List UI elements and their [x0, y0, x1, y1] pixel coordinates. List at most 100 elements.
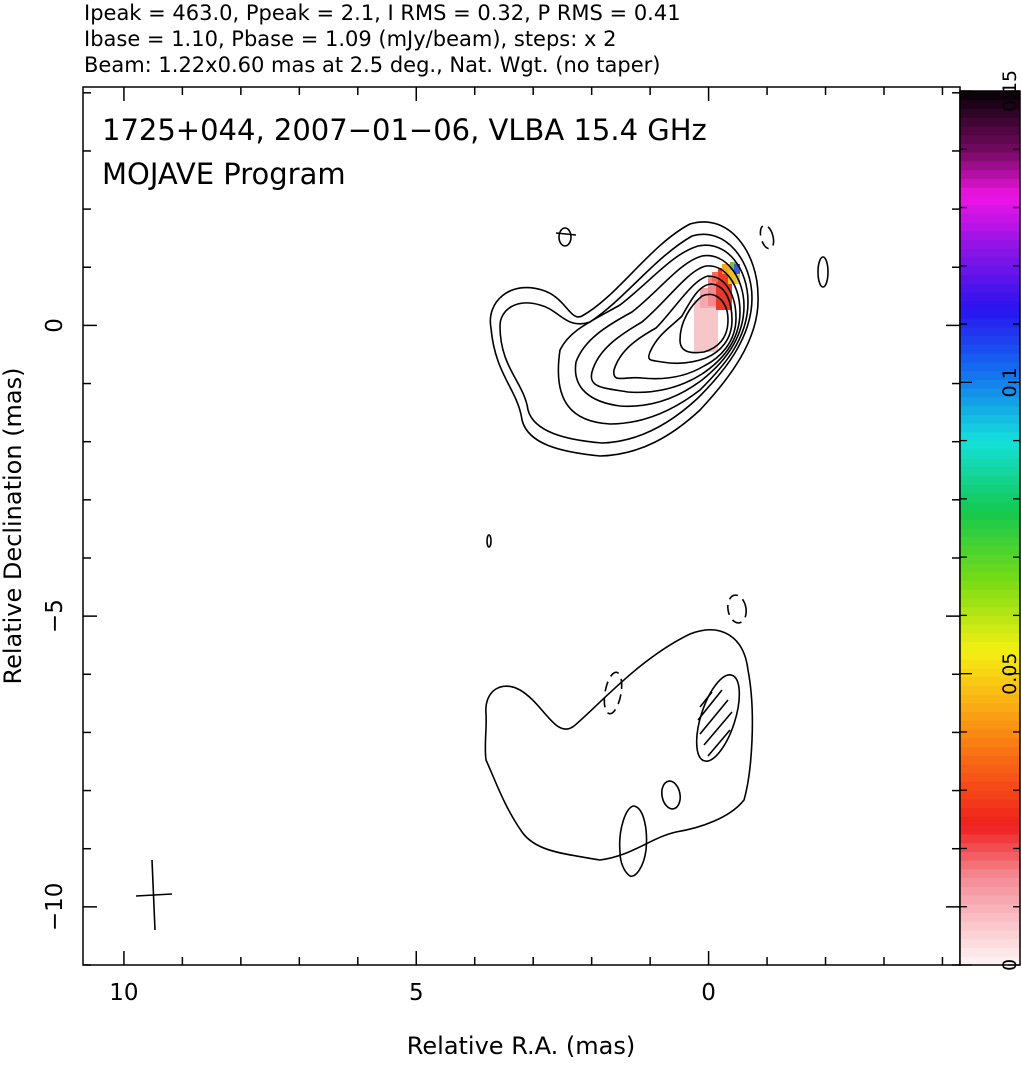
x-tick-label: 5 — [409, 980, 424, 1006]
colorbar-strip — [960, 694, 1020, 704]
colorbar-strip — [960, 169, 1020, 179]
colorbar-strip — [960, 667, 1020, 678]
colorbar-strip — [960, 493, 1020, 503]
colorbar-strip — [960, 895, 1020, 905]
colorbar-strip — [960, 318, 1020, 328]
core-jet-contours — [489, 221, 759, 457]
colorbar-strip — [960, 230, 1020, 241]
colorbar-strip — [960, 125, 1020, 136]
colorbar-strip — [960, 108, 1020, 118]
colorbar-strip — [960, 589, 1020, 599]
southern-component-contours — [484, 629, 754, 877]
colorbar-tick-label: 0.05 — [999, 653, 1021, 695]
plot-title-source: 1725+044, 2007−01−06, VLBA 15.4 GHz — [102, 113, 707, 147]
colorbar-strip — [960, 798, 1020, 809]
header-beam-line: Beam: 1.22x0.60 mas at 2.5 deg., Nat. Wg… — [84, 53, 660, 77]
colorbar-strip — [960, 326, 1020, 337]
colorbar-strip — [960, 134, 1020, 144]
colorbar-strip — [960, 309, 1020, 319]
colorbar-strip — [960, 597, 1020, 608]
colorbar-strip — [960, 388, 1020, 398]
colorbar-strip — [960, 903, 1020, 914]
colorbar-gradient — [960, 91, 1020, 966]
header-base-line: Ibase = 1.10, Pbase = 1.09 (mJy/beam), s… — [84, 27, 616, 51]
y-tick-label: 0 — [42, 318, 68, 333]
colorbar-strip — [960, 475, 1020, 485]
colorbar-strip — [960, 877, 1020, 887]
colorbar-ticks: 0 0.05 0.1 0.15 — [960, 70, 1021, 971]
colorbar-strip — [960, 685, 1020, 695]
colorbar-strip — [960, 886, 1020, 896]
colorbar-strip — [960, 737, 1020, 747]
colorbar-strip — [960, 484, 1020, 494]
colorbar-strip — [960, 187, 1020, 197]
y-axis-label: Relative Declination (mas) — [0, 367, 27, 684]
colorbar-strip — [960, 458, 1020, 468]
colorbar-strip — [960, 528, 1020, 538]
isolated-contours — [486, 224, 829, 715]
header-stats-line: Ipeak = 463.0, Ppeak = 2.1, I RMS = 0.32… — [84, 1, 681, 25]
colorbar-strip — [960, 947, 1020, 957]
colorbar-strip — [960, 720, 1020, 730]
contour-map — [135, 221, 829, 931]
colorbar-strip — [960, 300, 1020, 310]
x-tick-label: 10 — [109, 980, 138, 1006]
colorbar-strip — [960, 676, 1020, 686]
colorbar-strip — [960, 248, 1020, 258]
colorbar-strip — [960, 536, 1020, 546]
colorbar-strip — [960, 353, 1020, 363]
colorbar-strip — [960, 274, 1020, 284]
colorbar-strip — [960, 265, 1020, 276]
colorbar-strip — [960, 431, 1020, 442]
x-tick-label: 0 — [701, 980, 716, 1006]
colorbar-strip — [960, 833, 1020, 844]
colorbar-strip — [960, 650, 1020, 660]
colorbar-strip — [960, 868, 1020, 879]
colorbar-strip — [960, 292, 1020, 302]
beam-ellipse — [695, 674, 741, 762]
colorbar-strip — [960, 449, 1020, 459]
colorbar-strip — [960, 790, 1020, 800]
colorbar-strip — [960, 659, 1020, 669]
colorbar-strip — [960, 257, 1020, 267]
colorbar-strip — [960, 204, 1020, 214]
colorbar-strip — [960, 641, 1020, 651]
colorbar-strip — [960, 554, 1020, 564]
y-tick-label: −10 — [42, 883, 68, 932]
colorbar-strip — [960, 763, 1020, 774]
colorbar: 0 0.05 0.1 0.15 — [959, 70, 1021, 971]
colorbar-strip — [960, 729, 1020, 739]
plot-title-program: MOJAVE Program — [102, 157, 346, 191]
colorbar-strip — [960, 239, 1020, 249]
colorbar-strip — [960, 702, 1020, 713]
colorbar-strip — [960, 396, 1020, 407]
colorbar-strip — [960, 160, 1020, 171]
colorbar-tick-label: 0.15 — [999, 70, 1021, 112]
colorbar-strip — [960, 772, 1020, 782]
colorbar-frame — [959, 90, 1021, 966]
colorbar-strip — [960, 466, 1020, 477]
colorbar-strip — [960, 344, 1020, 354]
colorbar-strip — [960, 912, 1020, 922]
colorbar-strip — [960, 938, 1020, 949]
polarization-color-overlay — [694, 262, 740, 352]
colorbar-strip — [960, 117, 1020, 127]
x-axis-label: Relative R.A. (mas) — [407, 1032, 635, 1060]
colorbar-strip — [960, 361, 1020, 372]
colorbar-strip — [960, 571, 1020, 581]
colorbar-strip — [960, 562, 1020, 573]
colorbar-strip — [960, 370, 1020, 380]
axis-ticks: 10 5 0 0 −5 −10 — [42, 87, 960, 1006]
colorbar-strip — [960, 807, 1020, 817]
colorbar-strip — [960, 956, 1020, 966]
colorbar-strip — [960, 440, 1020, 450]
colorbar-strip — [960, 755, 1020, 765]
colorbar-strip — [960, 283, 1020, 293]
colorbar-strip — [960, 519, 1020, 529]
colorbar-strip — [960, 816, 1020, 826]
colorbar-strip — [960, 143, 1020, 153]
colorbar-strip — [960, 921, 1020, 931]
colorbar-tick-label: 0 — [999, 959, 1021, 971]
